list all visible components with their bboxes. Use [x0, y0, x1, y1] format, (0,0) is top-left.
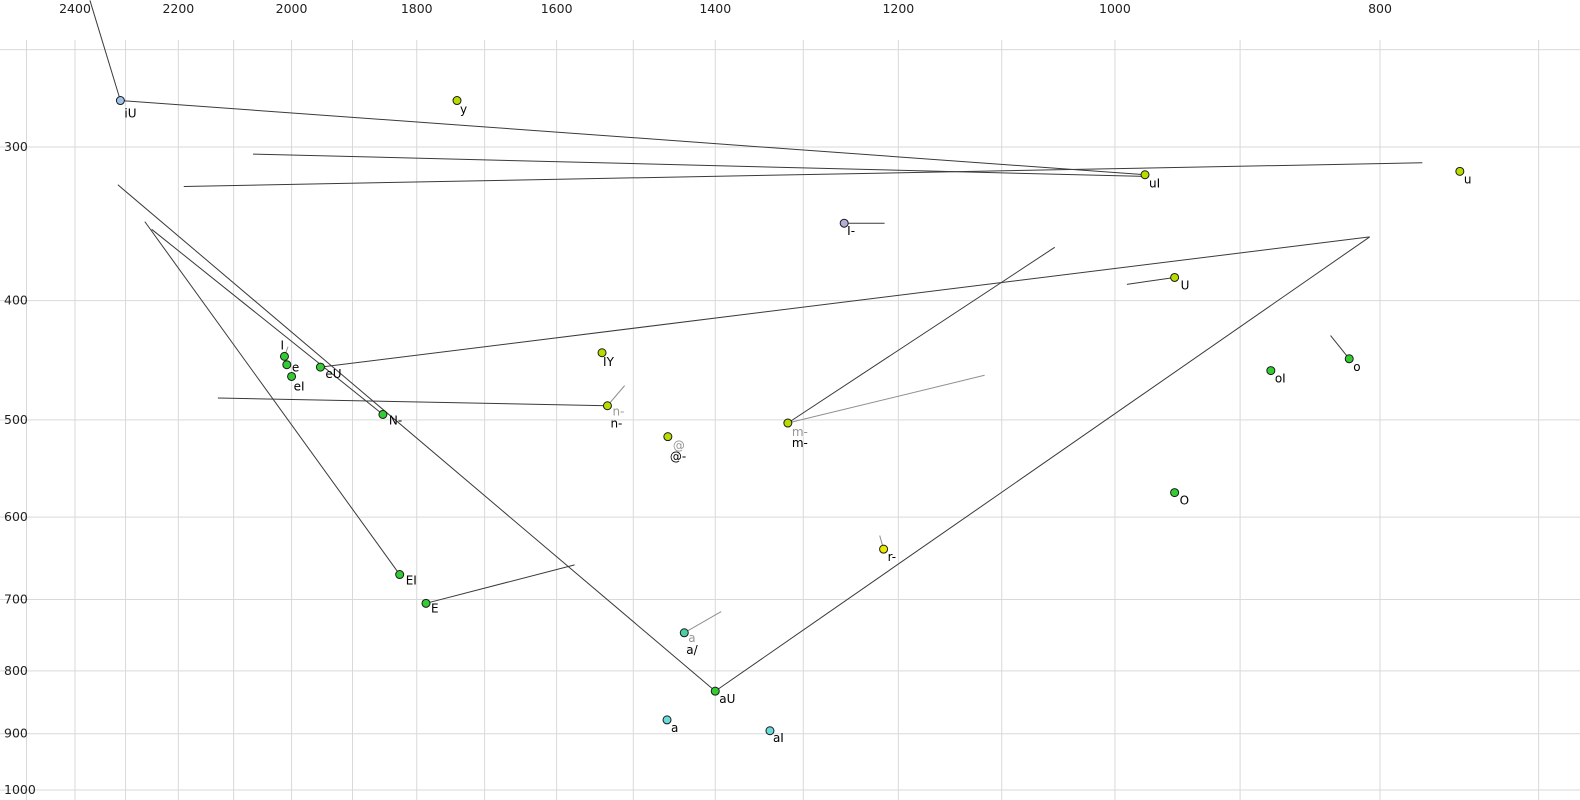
- point-label: U: [1181, 278, 1190, 292]
- point-label: N-: [389, 413, 402, 427]
- point-label: o: [1353, 360, 1360, 374]
- trajectory-line: [252, 153, 1146, 177]
- x-axis-tick-label: 1400: [699, 1, 731, 16]
- trajectory-line: [144, 221, 401, 575]
- data-point-o[interactable]: [1344, 354, 1354, 364]
- trajectory-line: [151, 228, 384, 415]
- data-point-EI[interactable]: [395, 570, 405, 580]
- point-label: eU: [325, 367, 341, 381]
- point-label: a/: [686, 643, 698, 657]
- point-label: iU: [124, 107, 136, 121]
- data-point-a[interactable]: [662, 715, 672, 725]
- y-axis-tick-label: 800: [4, 663, 28, 678]
- x-axis-tick-label: 800: [1368, 1, 1392, 16]
- data-point-u[interactable]: [1455, 166, 1465, 176]
- point-label: r-: [888, 550, 897, 564]
- point-label: E: [431, 601, 439, 615]
- point-sublabel: n-: [612, 405, 624, 419]
- data-point-aI[interactable]: [765, 726, 775, 736]
- trajectory-line: [684, 611, 722, 634]
- point-sublabel: a: [688, 631, 695, 645]
- point-label: aU: [719, 692, 735, 706]
- point-label: aI: [773, 731, 784, 745]
- trajectory-line: [217, 397, 608, 407]
- x-axis-tick-label: 1800: [401, 1, 433, 16]
- point-sublabel: @: [673, 439, 685, 453]
- point-label: m-: [792, 436, 808, 450]
- point-label: IY: [603, 355, 615, 369]
- data-point-U[interactable]: [1170, 272, 1180, 282]
- point-label: n-: [610, 417, 622, 431]
- point-sublabel: m-: [792, 425, 808, 439]
- trajectory-line: [183, 162, 1423, 187]
- point-label: e: [292, 361, 299, 375]
- data-point-uI[interactable]: [1140, 170, 1150, 180]
- trajectory-line: [787, 246, 1055, 424]
- trajectory-line: [1330, 335, 1350, 360]
- data-point-IY[interactable]: [597, 348, 607, 358]
- point-label: O: [1180, 494, 1189, 508]
- data-point-e[interactable]: [282, 360, 292, 370]
- data-point-eU[interactable]: [315, 362, 325, 372]
- data-point-m-[interactable]: [783, 418, 793, 428]
- y-axis-tick-label: 600: [4, 509, 28, 524]
- y-axis-tick-label: 700: [4, 592, 28, 607]
- data-point-r-[interactable]: [879, 544, 889, 554]
- trajectory-line: [425, 564, 575, 604]
- point-label: u: [1464, 172, 1472, 186]
- data-point-n-[interactable]: [602, 401, 612, 411]
- point-label: y: [460, 103, 467, 117]
- data-point-iU[interactable]: [115, 96, 125, 106]
- trajectory-line: [117, 184, 716, 692]
- point-label: @-: [670, 450, 686, 464]
- point-label: uI: [1149, 177, 1160, 191]
- data-point-a/[interactable]: [679, 628, 689, 638]
- x-axis-tick-label: 2400: [59, 1, 91, 16]
- data-point-oI[interactable]: [1266, 366, 1276, 376]
- data-point-E[interactable]: [421, 598, 431, 608]
- point-label: a: [671, 721, 678, 735]
- y-axis-tick-label: 400: [4, 293, 28, 308]
- point-label: eI: [294, 379, 305, 393]
- point-label: EI: [406, 574, 417, 588]
- trajectory-line: [89, 0, 121, 101]
- data-point-y[interactable]: [452, 96, 462, 106]
- data-point-O[interactable]: [1170, 488, 1180, 498]
- x-axis-tick-label: 2200: [162, 1, 194, 16]
- data-point-N-[interactable]: [378, 409, 388, 419]
- y-axis-tick-label: 1000: [4, 782, 36, 797]
- x-axis-tick-label: 1200: [882, 1, 914, 16]
- data-point-aU[interactable]: [710, 686, 720, 696]
- data-point-I[interactable]: [279, 351, 289, 361]
- x-axis-tick-label: 1600: [541, 1, 573, 16]
- x-axis-tick-label: 2000: [276, 1, 308, 16]
- x-axis-tick-label: 1000: [1099, 1, 1131, 16]
- y-axis-tick-label: 900: [4, 726, 28, 741]
- point-label: oI: [1275, 372, 1286, 386]
- data-point-eI[interactable]: [287, 371, 297, 381]
- data-point-@-[interactable]: [663, 432, 673, 442]
- trajectory-line: [714, 236, 1370, 692]
- trajectory-line: [1126, 276, 1175, 285]
- trajectory-line: [120, 100, 1146, 176]
- point-label: I-: [847, 224, 855, 238]
- data-point-I-[interactable]: [839, 218, 849, 228]
- trajectory-line: [787, 374, 985, 424]
- point-label: I: [280, 338, 284, 352]
- trajectory-line: [320, 236, 1370, 368]
- y-axis-tick-label: 500: [4, 412, 28, 427]
- y-axis-tick-label: 300: [4, 139, 28, 154]
